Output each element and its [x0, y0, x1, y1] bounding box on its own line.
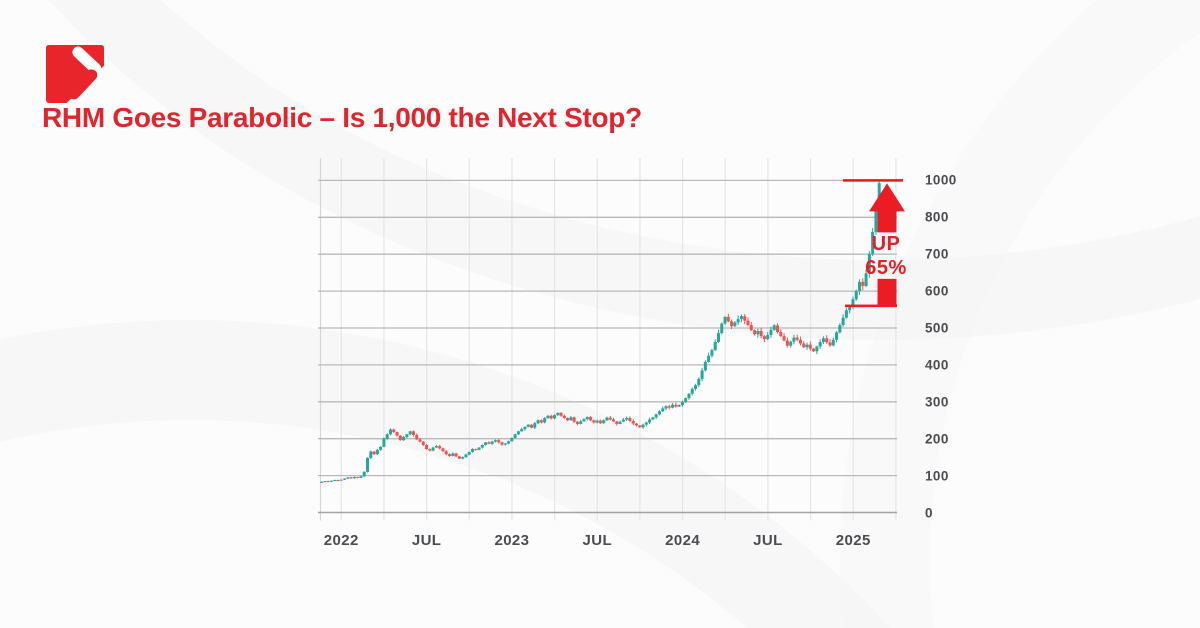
horizontal-gridlines [318, 179, 897, 514]
up-65-label-line1: UP [871, 233, 901, 255]
y-axis-label: 400 [925, 357, 949, 373]
x-axis-label: JUL [411, 532, 442, 549]
y-axis-label: 0 [925, 505, 933, 520]
up-65-label: UP 65% [853, 232, 919, 280]
logo-corner-stroke-icon [68, 69, 98, 100]
x-axis-label: 2022 [323, 532, 359, 549]
x-axis-label: 2025 [835, 532, 871, 549]
vertical-gridlines [319, 158, 897, 521]
up-65-label-line2: 65% [865, 257, 907, 279]
candlestick-series [320, 180, 881, 483]
y-axis-label: 100 [925, 468, 949, 484]
y-axis-label: 600 [925, 283, 949, 299]
y-axis-label: 800 [925, 209, 949, 225]
y-axis-label: 1000 [925, 172, 957, 188]
x-axis-label: JUL [753, 532, 783, 549]
logo-pen-stroke-icon [72, 46, 102, 75]
x-axis-label: JUL [582, 532, 613, 549]
y-axis-label: 700 [925, 246, 949, 262]
y-axis-label: 500 [925, 320, 949, 336]
x-axis-label: 2024 [665, 532, 701, 549]
y-axis-label: 200 [925, 431, 949, 447]
y-axis-label: 300 [925, 394, 949, 410]
x-axis-label: 2023 [494, 532, 530, 549]
brand-logo [46, 45, 104, 103]
up-arrow-annotation [843, 179, 905, 308]
headline: RHM Goes Parabolic – Is 1,000 the Next S… [42, 102, 642, 133]
